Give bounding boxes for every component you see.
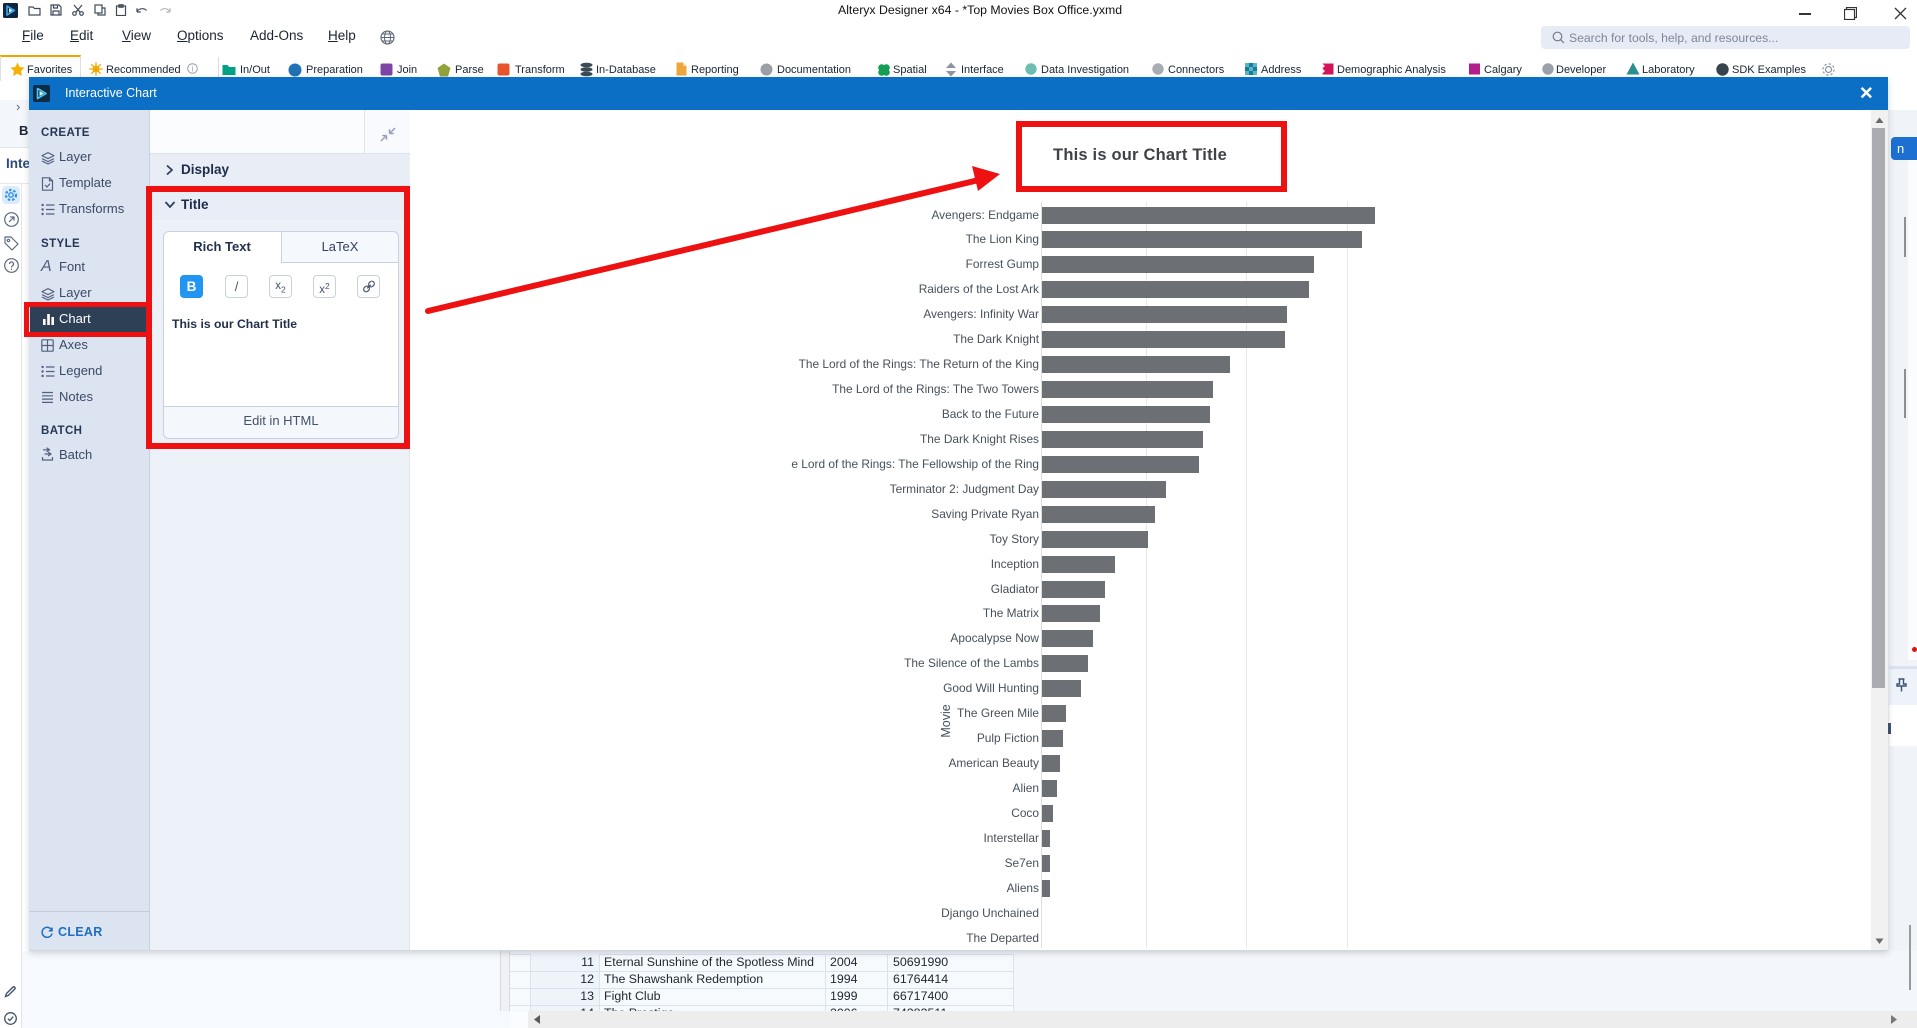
svg-text:i: i <box>192 65 194 74</box>
